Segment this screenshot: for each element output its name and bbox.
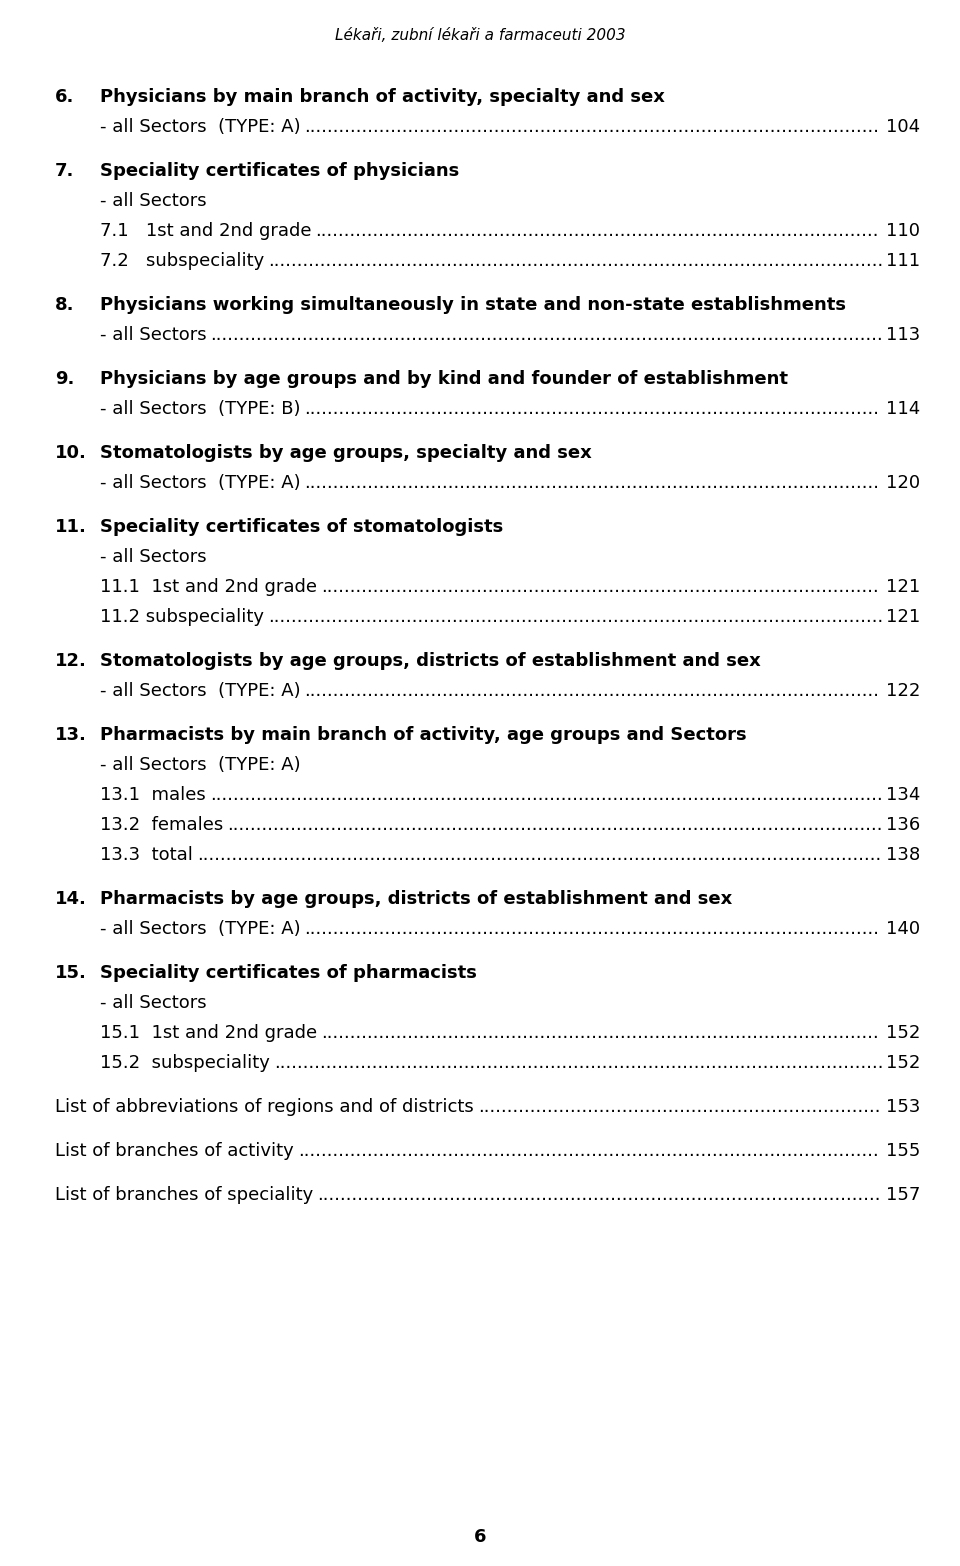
Text: 155: 155 [886,1142,920,1160]
Text: 14.: 14. [55,889,86,908]
Text: 7.1   1st and 2nd grade: 7.1 1st and 2nd grade [100,222,311,240]
Text: 13.: 13. [55,727,86,744]
Text: - all Sectors  (TYPE: B): - all Sectors (TYPE: B) [100,399,300,418]
Text: ................................................................................: ........................................… [304,117,879,136]
Text: - all Sectors  (TYPE: A): - all Sectors (TYPE: A) [100,683,300,700]
Text: 15.1  1st and 2nd grade: 15.1 1st and 2nd grade [100,1024,317,1041]
Text: ................................................................................: ........................................… [304,683,879,700]
Text: ......................................................................: ........................................… [478,1098,880,1117]
Text: 120: 120 [886,474,920,492]
Text: 138: 138 [886,846,920,864]
Text: 15.: 15. [55,965,86,982]
Text: - all Sectors: - all Sectors [100,193,206,210]
Text: Physicians by age groups and by kind and founder of establishment: Physicians by age groups and by kind and… [100,370,788,388]
Text: ................................................................................: ........................................… [316,222,879,240]
Text: 11.2 subspeciality: 11.2 subspeciality [100,608,264,626]
Text: 136: 136 [886,816,920,835]
Text: 6: 6 [473,1528,487,1546]
Text: 9.: 9. [55,370,74,388]
Text: Stomatologists by age groups, districts of establishment and sex: Stomatologists by age groups, districts … [100,651,760,670]
Text: 15.2  subspeciality: 15.2 subspeciality [100,1054,270,1073]
Text: 111: 111 [886,252,920,269]
Text: Pharmacists by main branch of activity, age groups and Sectors: Pharmacists by main branch of activity, … [100,727,747,744]
Text: - all Sectors  (TYPE: A): - all Sectors (TYPE: A) [100,474,300,492]
Text: Stomatologists by age groups, specialty and sex: Stomatologists by age groups, specialty … [100,445,591,462]
Text: 134: 134 [886,786,920,803]
Text: ................................................................................: ........................................… [209,786,882,803]
Text: 7.: 7. [55,161,74,180]
Text: 13.2  females: 13.2 females [100,816,224,835]
Text: ................................................................................: ........................................… [304,399,879,418]
Text: ................................................................................: ........................................… [321,578,878,597]
Text: List of branches of speciality: List of branches of speciality [55,1185,313,1204]
Text: - all Sectors  (TYPE: A): - all Sectors (TYPE: A) [100,919,300,938]
Text: Speciality certificates of physicians: Speciality certificates of physicians [100,161,459,180]
Text: ................................................................................: ........................................… [197,846,881,864]
Text: - all Sectors  (TYPE: A): - all Sectors (TYPE: A) [100,756,300,774]
Text: ................................................................................: ........................................… [268,608,883,626]
Text: 140: 140 [886,919,920,938]
Text: 12.: 12. [55,651,86,670]
Text: 152: 152 [886,1024,920,1041]
Text: Physicians by main branch of activity, specialty and sex: Physicians by main branch of activity, s… [100,88,665,106]
Text: List of abbreviations of regions and of districts: List of abbreviations of regions and of … [55,1098,473,1117]
Text: Pharmacists by age groups, districts of establishment and sex: Pharmacists by age groups, districts of … [100,889,732,908]
Text: 122: 122 [886,683,920,700]
Text: Speciality certificates of stomatologists: Speciality certificates of stomatologist… [100,518,503,536]
Text: 121: 121 [886,608,920,626]
Text: ................................................................................: ........................................… [317,1185,880,1204]
Text: 157: 157 [886,1185,920,1204]
Text: 114: 114 [886,399,920,418]
Text: ................................................................................: ........................................… [274,1054,883,1073]
Text: Physicians working simultaneously in state and non-state establishments: Physicians working simultaneously in sta… [100,296,846,315]
Text: 152: 152 [886,1054,920,1073]
Text: 6.: 6. [55,88,74,106]
Text: - all Sectors: - all Sectors [100,548,206,565]
Text: 13.1  males: 13.1 males [100,786,205,803]
Text: 11.1  1st and 2nd grade: 11.1 1st and 2nd grade [100,578,317,597]
Text: 113: 113 [886,326,920,345]
Text: - all Sectors: - all Sectors [100,994,206,1012]
Text: ................................................................................: ........................................… [304,919,879,938]
Text: Lékaři, zubní lékaři a farmaceuti 2003: Lékaři, zubní lékaři a farmaceuti 2003 [335,28,625,42]
Text: 104: 104 [886,117,920,136]
Text: ................................................................................: ........................................… [322,1024,878,1041]
Text: 153: 153 [886,1098,920,1117]
Text: ................................................................................: ........................................… [298,1142,878,1160]
Text: ................................................................................: ........................................… [210,326,883,345]
Text: - all Sectors: - all Sectors [100,326,206,345]
Text: ................................................................................: ........................................… [304,474,879,492]
Text: 121: 121 [886,578,920,597]
Text: 7.2   subspeciality: 7.2 subspeciality [100,252,264,269]
Text: Speciality certificates of pharmacists: Speciality certificates of pharmacists [100,965,477,982]
Text: 11.: 11. [55,518,86,536]
Text: ................................................................................: ........................................… [228,816,883,835]
Text: List of branches of activity: List of branches of activity [55,1142,294,1160]
Text: ................................................................................: ........................................… [268,252,883,269]
Text: 13.3  total: 13.3 total [100,846,193,864]
Text: 110: 110 [886,222,920,240]
Text: 8.: 8. [55,296,75,315]
Text: - all Sectors  (TYPE: A): - all Sectors (TYPE: A) [100,117,300,136]
Text: 10.: 10. [55,445,86,462]
